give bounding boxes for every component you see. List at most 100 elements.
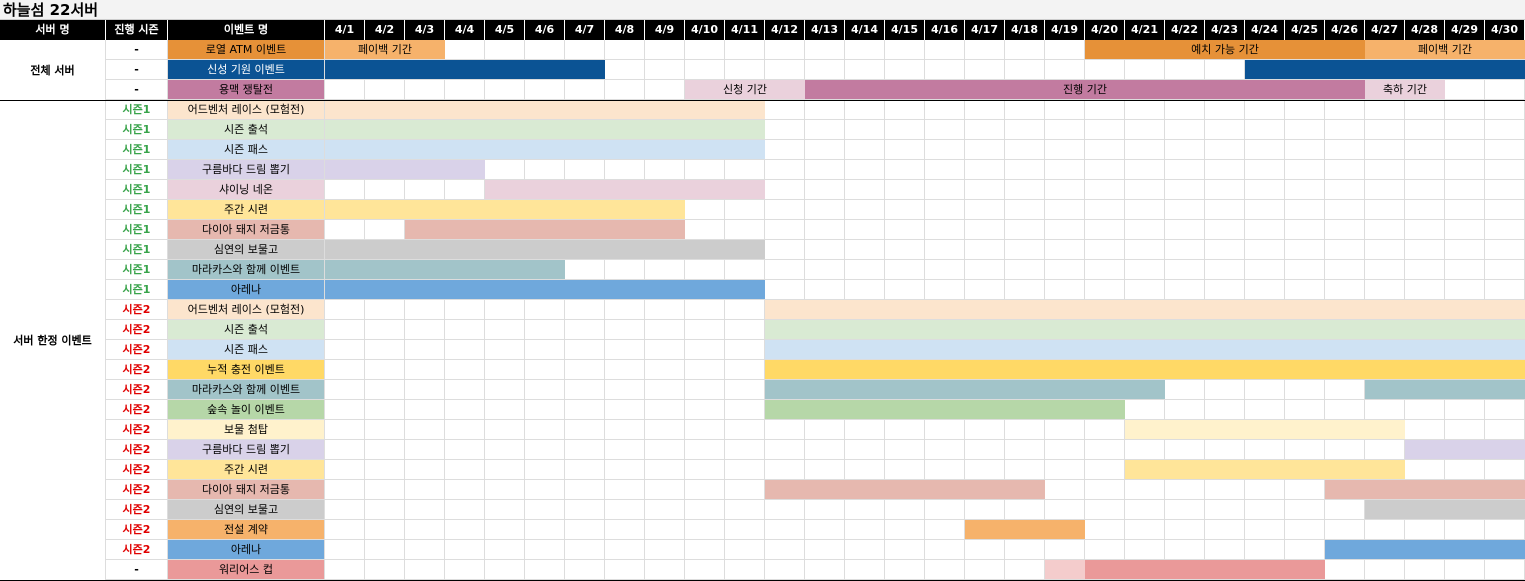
day-cell[interactable] (765, 280, 805, 300)
event-period-bar[interactable] (765, 480, 1045, 500)
day-cell[interactable] (605, 560, 645, 580)
day-cell[interactable] (845, 180, 885, 200)
event-period-bar[interactable]: 페이백 기간 (325, 40, 445, 60)
day-cell[interactable] (1445, 400, 1485, 420)
day-cell[interactable] (1285, 280, 1325, 300)
day-cell[interactable] (1045, 280, 1085, 300)
day-cell[interactable] (445, 500, 485, 520)
day-cell[interactable] (1165, 480, 1205, 500)
day-cell[interactable] (485, 520, 525, 540)
day-cell[interactable] (725, 200, 765, 220)
day-cell[interactable] (925, 100, 965, 120)
day-cell[interactable] (1445, 460, 1485, 480)
day-cell[interactable] (1485, 180, 1525, 200)
day-cell[interactable] (525, 540, 565, 560)
event-period-bar[interactable]: 예치 가능 기간 (1085, 40, 1365, 60)
day-cell[interactable] (845, 460, 885, 480)
day-cell[interactable] (485, 440, 525, 460)
day-cell[interactable] (525, 40, 565, 60)
day-cell[interactable] (1205, 200, 1245, 220)
day-cell[interactable] (605, 80, 645, 100)
day-cell[interactable] (685, 320, 725, 340)
day-cell[interactable] (565, 380, 605, 400)
day-cell[interactable] (365, 300, 405, 320)
day-cell[interactable] (1165, 520, 1205, 540)
season-cell[interactable]: 시즌1 (106, 200, 168, 220)
event-period-bar[interactable] (1245, 60, 1525, 80)
day-cell[interactable] (845, 500, 885, 520)
event-name-cell[interactable]: 보물 첨탑 (168, 420, 325, 440)
day-cell[interactable] (565, 400, 605, 420)
day-cell[interactable] (1405, 240, 1445, 260)
day-cell[interactable] (925, 560, 965, 580)
day-cell[interactable] (645, 540, 685, 560)
day-cell[interactable] (365, 80, 405, 100)
header-day[interactable]: 4/8 (605, 20, 645, 40)
header-day[interactable]: 4/5 (485, 20, 525, 40)
day-cell[interactable] (405, 180, 445, 200)
event-name-cell[interactable]: 전설 계약 (168, 520, 325, 540)
day-cell[interactable] (405, 540, 445, 560)
day-cell[interactable] (605, 260, 645, 280)
day-cell[interactable] (1125, 140, 1165, 160)
day-cell[interactable] (1285, 440, 1325, 460)
header-day[interactable]: 4/23 (1205, 20, 1245, 40)
day-cell[interactable] (605, 500, 645, 520)
day-cell[interactable] (1085, 160, 1125, 180)
day-cell[interactable] (445, 360, 485, 380)
day-cell[interactable] (725, 560, 765, 580)
day-cell[interactable] (885, 520, 925, 540)
day-cell[interactable] (925, 260, 965, 280)
event-name-cell[interactable]: 심연의 보물고 (168, 240, 325, 260)
season-cell[interactable]: 시즌1 (106, 100, 168, 120)
day-cell[interactable] (1285, 400, 1325, 420)
day-cell[interactable] (1285, 140, 1325, 160)
day-cell[interactable] (1245, 500, 1285, 520)
day-cell[interactable] (1285, 480, 1325, 500)
event-name-cell[interactable]: 워리어스 컵 (168, 560, 325, 580)
day-cell[interactable] (1205, 540, 1245, 560)
event-name-cell[interactable]: 주간 시련 (168, 200, 325, 220)
day-cell[interactable] (965, 420, 1005, 440)
day-cell[interactable] (1485, 400, 1525, 420)
event-name-cell[interactable]: 마라카스와 함께 이벤트 (168, 260, 325, 280)
event-name-cell[interactable]: 신성 기원 이벤트 (168, 60, 325, 80)
day-cell[interactable] (1445, 520, 1485, 540)
event-name-cell[interactable]: 누적 충전 이벤트 (168, 360, 325, 380)
day-cell[interactable] (325, 300, 365, 320)
header-day[interactable]: 4/29 (1445, 20, 1485, 40)
day-cell[interactable] (1045, 440, 1085, 460)
day-cell[interactable] (1325, 180, 1365, 200)
day-cell[interactable] (1245, 140, 1285, 160)
day-cell[interactable] (1205, 380, 1245, 400)
season-cell[interactable]: 시즌2 (106, 480, 168, 500)
day-cell[interactable] (725, 520, 765, 540)
season-cell[interactable]: 시즌1 (106, 120, 168, 140)
day-cell[interactable] (645, 60, 685, 80)
event-period-bar[interactable]: 신청 기간 (685, 80, 805, 100)
day-cell[interactable] (965, 160, 1005, 180)
event-name-cell[interactable]: 심연의 보물고 (168, 500, 325, 520)
day-cell[interactable] (1085, 220, 1125, 240)
event-period-bar[interactable] (1125, 420, 1405, 440)
day-cell[interactable] (1085, 100, 1125, 120)
day-cell[interactable] (1085, 420, 1125, 440)
event-period-bar[interactable] (765, 340, 1525, 360)
day-cell[interactable] (1125, 60, 1165, 80)
day-cell[interactable] (1325, 140, 1365, 160)
day-cell[interactable] (1325, 220, 1365, 240)
day-cell[interactable] (485, 340, 525, 360)
day-cell[interactable] (1045, 500, 1085, 520)
day-cell[interactable] (1405, 260, 1445, 280)
day-cell[interactable] (1165, 200, 1205, 220)
day-cell[interactable] (645, 560, 685, 580)
day-cell[interactable] (845, 200, 885, 220)
day-cell[interactable] (805, 540, 845, 560)
day-cell[interactable] (885, 100, 925, 120)
day-cell[interactable] (685, 40, 725, 60)
day-cell[interactable] (445, 400, 485, 420)
header-day[interactable]: 4/4 (445, 20, 485, 40)
day-cell[interactable] (1485, 240, 1525, 260)
event-name-cell[interactable]: 시즌 패스 (168, 340, 325, 360)
day-cell[interactable] (1285, 220, 1325, 240)
